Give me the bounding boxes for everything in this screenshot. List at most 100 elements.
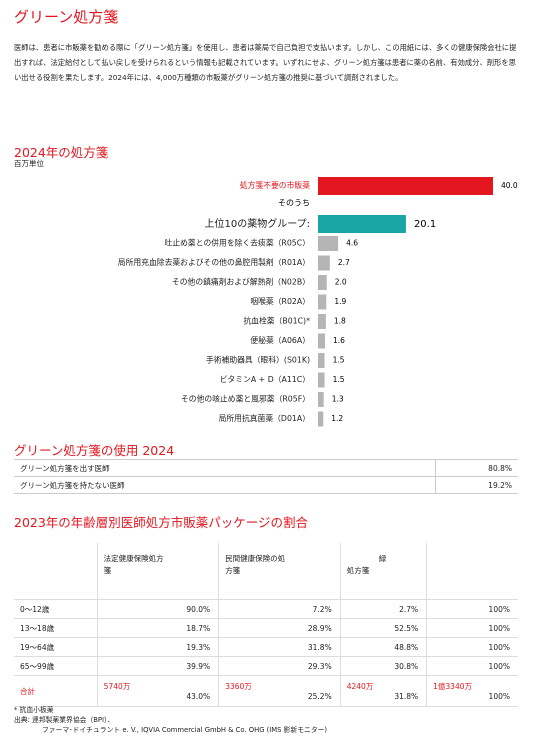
value-label: 20.1 bbox=[414, 219, 436, 230]
value-label: 1.5 bbox=[333, 356, 345, 365]
cell: 39.9% bbox=[96, 656, 219, 676]
row-label: グリーン処方箋を出す医師 bbox=[14, 459, 436, 477]
chart-subtitle: 百万単位 bbox=[14, 159, 44, 168]
total-label: 合計 bbox=[14, 675, 98, 707]
total-share: 100% bbox=[488, 692, 510, 701]
category-label: 手術補助器具（眼科）(S01K) bbox=[206, 355, 310, 365]
category-label: 処方箋不要の市販薬 bbox=[240, 180, 310, 190]
header-line: 箋 bbox=[103, 566, 112, 575]
table-row: 13～18歳 18.7% 28.9% 52.5% 100% bbox=[14, 618, 518, 638]
annotation: そのうち bbox=[278, 199, 310, 208]
category-label: その他の咳止め薬と風邪薬（R05F） bbox=[181, 394, 310, 404]
row-label: グリーン処方箋を持たない医師 bbox=[14, 476, 436, 494]
cell: 7.2% bbox=[218, 599, 341, 619]
cell: 30.8% bbox=[339, 656, 427, 676]
category-label: 咽喉薬（R02A） bbox=[250, 296, 310, 306]
row-value: 19.2% bbox=[435, 476, 518, 494]
total-share: 43.0% bbox=[186, 692, 211, 701]
table-row: グリーン処方箋を持たない医師 19.2% bbox=[14, 476, 518, 494]
bar bbox=[318, 314, 326, 329]
cell: 19.3% bbox=[96, 637, 219, 657]
table-row: 65～99歳 39.9% 29.3% 30.8% 100% bbox=[14, 656, 518, 676]
category-label: 局所用抗真菌薬（D01A） bbox=[219, 413, 310, 423]
cell: 48.8% bbox=[339, 637, 427, 657]
page-title: グリーン処方箋 bbox=[14, 8, 119, 26]
empty-header bbox=[426, 543, 518, 600]
row-label: 0～12歳 bbox=[14, 599, 98, 619]
value-label: 1.8 bbox=[334, 317, 346, 326]
value-label: 40.0 bbox=[501, 181, 518, 190]
value-label: 1.5 bbox=[333, 375, 345, 384]
total-cell: 1億3340万 100% bbox=[426, 675, 518, 707]
cell: 52.5% bbox=[339, 618, 427, 638]
chart: そのうち 処方箋不要の市販薬 40.0 上位10の薬物グループ: 20.1 吐止め薬との併… bbox=[118, 177, 518, 427]
chart-title: 2024年の処方箋 bbox=[14, 145, 109, 160]
footnote: 出典: 連邦製薬業界協会（BPI）、 bbox=[14, 716, 115, 724]
category-label: 上位10の薬物グループ: bbox=[205, 217, 311, 230]
cell: 31.8% bbox=[218, 637, 341, 657]
footnote: * 抗血小板薬 bbox=[14, 706, 54, 714]
row-label: 65～99歳 bbox=[14, 656, 98, 676]
bar bbox=[318, 294, 327, 310]
table-row: グリーン処方箋を出す医師 80.8% bbox=[14, 459, 518, 477]
category-label: 吐止め薬との併用を除く去痰薬（R05C） bbox=[165, 238, 310, 248]
total-count: 5740万 bbox=[103, 682, 131, 691]
table-row: 19～64歳 19.3% 31.8% 48.8% 100% bbox=[14, 637, 518, 657]
bar bbox=[318, 411, 324, 427]
value-label: 2.0 bbox=[335, 278, 347, 287]
footnotes: * 抗血小板薬出典: 連邦製薬業界協会（BPI）、ファーマ･ドイチュラント e.… bbox=[14, 705, 327, 735]
bar bbox=[318, 353, 325, 368]
cell: 100% bbox=[426, 618, 518, 638]
category-label: 便秘薬（A06A） bbox=[250, 335, 310, 345]
total-count: 4240万 bbox=[346, 682, 374, 691]
footnote: ファーマ･ドイチュラント e. V., IQVIA Commercial Gmb… bbox=[42, 726, 328, 734]
bar bbox=[318, 215, 406, 233]
column-header: 民間健康保険の処 方箋 bbox=[218, 543, 341, 600]
cell: 18.7% bbox=[96, 618, 219, 638]
total-cell: 5740万 43.0% bbox=[96, 675, 219, 707]
cell: 100% bbox=[426, 656, 518, 676]
value-label: 1.6 bbox=[333, 336, 345, 345]
row-label: 19～64歳 bbox=[14, 637, 98, 657]
cell: 29.3% bbox=[218, 656, 341, 676]
table-row: 0～12歳 90.0% 7.2% 2.7% 100% bbox=[14, 599, 518, 619]
category-label: その他の鎮痛剤および解熱剤（N02B） bbox=[172, 277, 310, 287]
value-label: 4.6 bbox=[346, 239, 358, 248]
row-value: 80.8% bbox=[435, 459, 518, 477]
bar bbox=[318, 236, 339, 251]
total-count: 1億3340万 bbox=[433, 682, 472, 691]
category-label: 局所用充血除去薬およびその他の鼻腔用製剤（R01A） bbox=[118, 257, 310, 267]
bar bbox=[318, 177, 493, 195]
value-label: 2.7 bbox=[338, 258, 350, 267]
cell: 28.9% bbox=[218, 618, 341, 638]
total-cell: 4240万 31.8% bbox=[339, 675, 427, 707]
total-count: 3360万 bbox=[225, 682, 252, 691]
usage-table: グリーン処方箋を出す医師 80.8% グリーン処方箋を持たない医師 19.2% bbox=[14, 459, 518, 494]
age-title: 2023年の年齢層別医師処方市販薬パッケージの割合 bbox=[14, 515, 309, 530]
bar bbox=[318, 255, 330, 271]
cell: 90.0% bbox=[96, 599, 219, 619]
usage-title: グリーン処方箋の使用 2024 bbox=[14, 443, 175, 458]
bar bbox=[318, 392, 324, 407]
row-label: 13～18歳 bbox=[14, 618, 98, 638]
column-header: 緑処方箋 bbox=[339, 543, 427, 600]
value-label: 1.2 bbox=[331, 414, 343, 423]
category-label: ビタミンA + D（A11C） bbox=[220, 375, 310, 384]
total-cell: 3360万 25.2% bbox=[218, 675, 341, 707]
header-line: 法定健康保険処方 bbox=[103, 554, 164, 563]
cell: 2.7% bbox=[339, 599, 427, 619]
value-label: 1.3 bbox=[332, 395, 344, 404]
empty-header bbox=[14, 543, 98, 600]
age-table: 法定健康保険処方箋民間健康保険の処 方箋緑処方箋 0～12歳 90.0% 7.2% 2.7… bbox=[14, 543, 518, 707]
header-line: 方箋 bbox=[225, 566, 241, 575]
total-share: 25.2% bbox=[307, 692, 332, 701]
category-label: 抗血栓薬（B01C)* bbox=[243, 316, 310, 326]
total-row: 合計 5740万 43.0% 3360万 25.2% 4240万 31.8% 1億3340万 1… bbox=[14, 675, 518, 707]
bar bbox=[318, 275, 327, 290]
header-line: 処方箋 bbox=[346, 566, 370, 575]
bar bbox=[318, 372, 325, 388]
header-line: 緑 bbox=[378, 554, 387, 563]
column-header: 法定健康保険処方箋 bbox=[96, 543, 219, 600]
cell: 100% bbox=[426, 599, 518, 619]
